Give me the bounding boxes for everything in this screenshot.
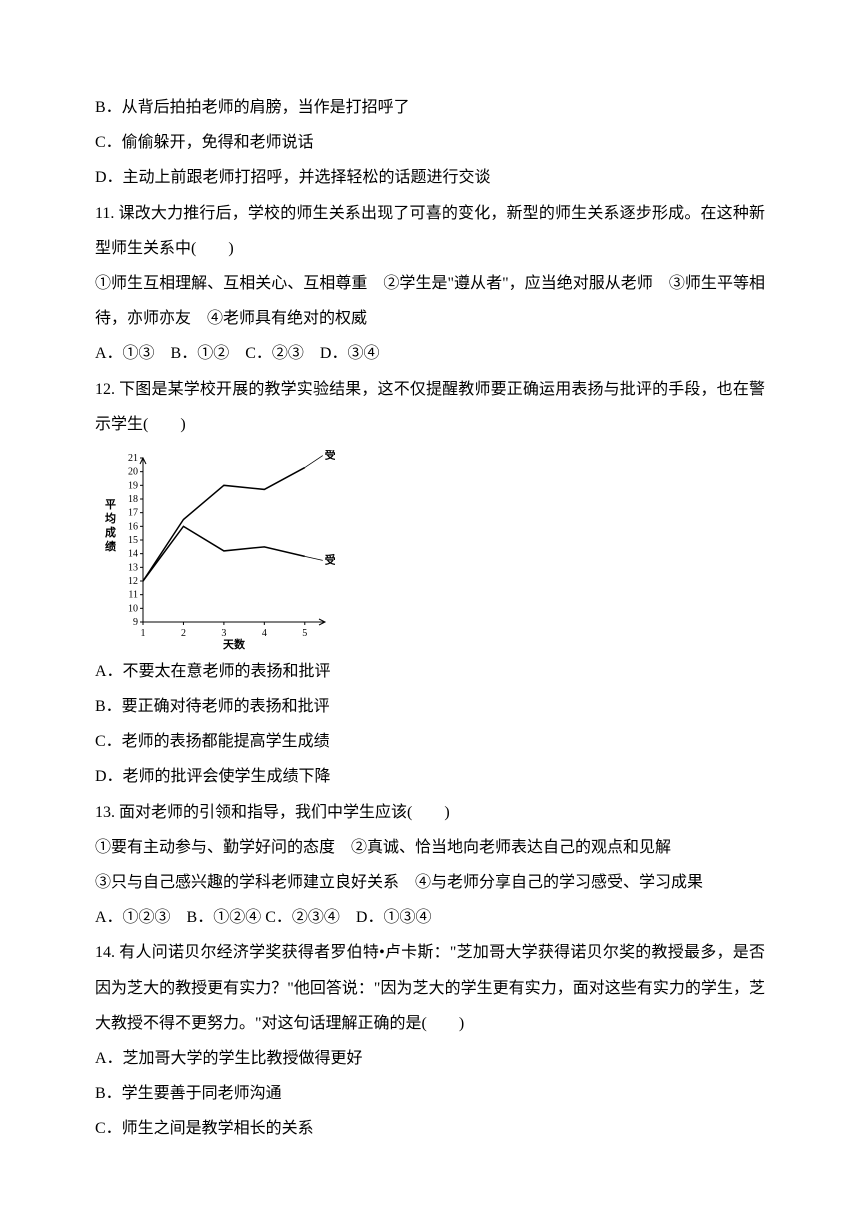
svg-text:15: 15 <box>128 535 138 546</box>
svg-text:绩: 绩 <box>105 539 116 553</box>
svg-text:5: 5 <box>302 628 307 639</box>
svg-text:天数: 天数 <box>223 637 246 650</box>
question-14-option-b: B．学生要善于同老师沟通 <box>95 1076 765 1111</box>
question-11-options: A．①③ B．①② C．②③ D．③④ <box>95 336 765 371</box>
svg-text:受表扬组: 受表扬组 <box>325 450 335 462</box>
svg-text:21: 21 <box>128 453 138 464</box>
svg-text:12: 12 <box>128 576 138 587</box>
svg-text:18: 18 <box>128 494 138 505</box>
experiment-chart: 910111213141516171819202112345平均成绩天数受表扬组… <box>95 450 335 650</box>
question-14: 14. 有人问诺贝尔经济学奖获得者罗伯特•卢卡斯："芝加哥大学获得诺贝尔奖的教授… <box>95 935 765 1041</box>
svg-text:受训斥组: 受训斥组 <box>325 552 335 566</box>
svg-text:14: 14 <box>128 549 138 560</box>
svg-text:平: 平 <box>105 498 116 511</box>
question-13-options: A．①②③ B．①②④ C．②③④ D．①③④ <box>95 900 765 935</box>
svg-text:9: 9 <box>133 617 138 628</box>
svg-text:11: 11 <box>128 590 138 601</box>
option-b: B．从背后拍拍老师的肩膀，当作是打招呼了 <box>95 90 765 125</box>
question-14-option-a: A．芝加哥大学的学生比教授做得更好 <box>95 1041 765 1076</box>
svg-text:17: 17 <box>128 508 138 519</box>
svg-text:成: 成 <box>105 525 116 539</box>
svg-text:4: 4 <box>262 628 267 639</box>
question-14-option-c: C．师生之间是教学相长的关系 <box>95 1111 765 1146</box>
question-12-option-d: D．老师的批评会使学生成绩下降 <box>95 759 765 794</box>
svg-text:2: 2 <box>181 628 186 639</box>
svg-text:3: 3 <box>221 628 226 639</box>
svg-text:10: 10 <box>128 603 138 614</box>
svg-text:均: 均 <box>105 511 116 525</box>
question-13-statements-2: ③只与自己感兴趣的学科老师建立良好关系 ④与老师分享自己的学习感受、学习成果 <box>95 865 765 900</box>
question-12-option-a: A．不要太在意老师的表扬和批评 <box>95 654 765 689</box>
question-12-option-c: C．老师的表扬都能提高学生成绩 <box>95 724 765 759</box>
question-12: 12. 下图是某学校开展的教学实验结果，这不仅提醒教师要正确运用表扬与批评的手段… <box>95 372 765 442</box>
option-c: C．偷偷躲开，免得和老师说话 <box>95 125 765 160</box>
question-11: 11. 课改大力推行后，学校的师生关系出现了可喜的变化，新型的师生关系逐步形成。… <box>95 196 765 266</box>
svg-text:19: 19 <box>128 480 138 491</box>
question-11-statements: ①师生互相理解、互相关心、互相尊重 ②学生是"遵从者"，应当绝对服从老师 ③师生… <box>95 266 765 336</box>
svg-text:16: 16 <box>128 521 138 532</box>
svg-text:1: 1 <box>141 628 146 639</box>
question-13-statements-1: ①要有主动参与、勤学好问的态度 ②真诚、恰当地向老师表达自己的观点和见解 <box>95 830 765 865</box>
question-13: 13. 面对老师的引领和指导，我们中学生应该( ) <box>95 795 765 830</box>
svg-text:20: 20 <box>128 467 138 478</box>
question-12-option-b: B．要正确对待老师的表扬和批评 <box>95 689 765 724</box>
option-d: D．主动上前跟老师打招呼，并选择轻松的话题进行交谈 <box>95 160 765 195</box>
svg-text:13: 13 <box>128 562 138 573</box>
